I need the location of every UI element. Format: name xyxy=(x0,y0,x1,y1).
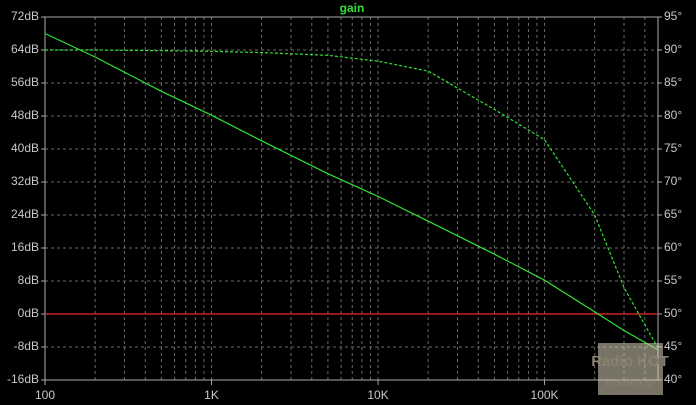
y2-tick-label: 60° xyxy=(664,240,682,254)
y2-tick-label: 55° xyxy=(664,273,682,287)
y-tick-label: 56dB xyxy=(11,75,39,89)
watermark-box xyxy=(598,343,663,395)
y-tick-label: 72dB xyxy=(11,9,39,23)
y2-tick-label: 65° xyxy=(664,207,682,221)
x-tick-label: 100K xyxy=(531,388,559,402)
watermark-text: radiokot.ru xyxy=(606,379,654,390)
x-tick-label: 100 xyxy=(35,388,55,402)
y2-tick-label: 70° xyxy=(664,174,682,188)
x-tick-label: 1K xyxy=(204,388,219,402)
y-tick-label: 16dB xyxy=(11,240,39,254)
y-tick-label: -16dB xyxy=(7,372,39,386)
y-tick-label: 32dB xyxy=(11,174,39,188)
y2-tick-label: 40° xyxy=(664,372,682,386)
plot-frame xyxy=(44,16,659,381)
y-tick-label: 0dB xyxy=(18,306,39,320)
y-tick-label: 24dB xyxy=(11,207,39,221)
y-tick-label: 48dB xyxy=(11,108,39,122)
y2-tick-label: 90° xyxy=(664,42,682,56)
y2-tick-label: 50° xyxy=(664,306,682,320)
y-tick-label: 8dB xyxy=(18,273,39,287)
x-tick-label: 10K xyxy=(367,388,388,402)
series-line xyxy=(44,32,659,351)
y-tick-label: 64dB xyxy=(11,42,39,56)
series-line xyxy=(45,49,659,349)
y2-tick-label: 75° xyxy=(664,141,682,155)
y2-tick-label: 85° xyxy=(664,75,682,89)
y2-tick-label: 80° xyxy=(664,108,682,122)
y2-tick-label: 95° xyxy=(664,9,682,23)
y-tick-label: -8dB xyxy=(14,339,39,353)
chart-title: gain xyxy=(340,1,365,15)
y2-tick-label: 45° xyxy=(664,339,682,353)
watermark-text: Radio KOT xyxy=(591,353,669,370)
y-tick-label: 40dB xyxy=(11,141,39,155)
